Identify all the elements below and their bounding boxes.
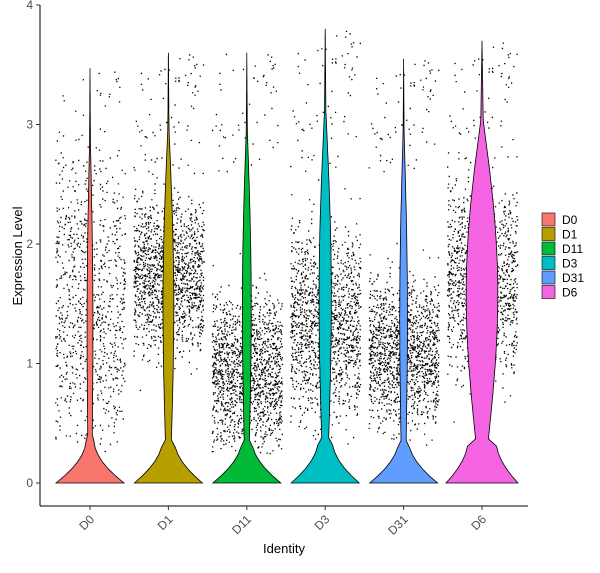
x-tick-label: D0	[76, 512, 97, 533]
violin-d6	[445, 40, 519, 484]
y-tick-label: 1	[26, 357, 33, 371]
y-tick-label: 4	[26, 0, 33, 12]
legend-swatch-d11	[541, 241, 556, 256]
legend-label-d6: D6	[562, 286, 578, 300]
violin-layer	[54, 28, 519, 484]
legend-label-d1: D1	[562, 228, 578, 242]
legend-label-d11: D11	[562, 242, 583, 256]
legend-label-d3: D3	[562, 257, 578, 271]
x-axis-title: Identity	[263, 541, 305, 556]
x-tick-label: D1	[155, 512, 176, 533]
violin-d0	[54, 68, 126, 484]
x-tick-label: D11	[229, 512, 254, 537]
violin-d11	[211, 52, 282, 484]
x-tick-label: D3	[312, 512, 333, 533]
y-axis-title: Expression Level	[10, 206, 25, 305]
y-tick-label: 3	[26, 118, 33, 132]
y-tick-label: 2	[26, 237, 33, 251]
x-tick-label: D31	[385, 512, 411, 538]
legend-swatch-d0	[541, 212, 556, 227]
y-tick-label: 0	[26, 476, 33, 490]
violin-d31	[368, 58, 439, 484]
legend-swatch-d1	[541, 227, 556, 241]
legend-swatch-d3	[541, 256, 556, 270]
violin-d1	[133, 52, 204, 484]
axes-layer	[39, 5, 528, 507]
violin-d3	[290, 28, 361, 484]
legend-label-d31: D31	[562, 271, 584, 285]
legend-swatch-d6	[541, 285, 556, 299]
cell-points	[55, 30, 519, 455]
points-layer	[55, 30, 519, 455]
legend-swatch-d31	[541, 270, 556, 285]
legend-label-d0: D0	[562, 213, 578, 227]
x-tick-label: D6	[468, 512, 489, 533]
